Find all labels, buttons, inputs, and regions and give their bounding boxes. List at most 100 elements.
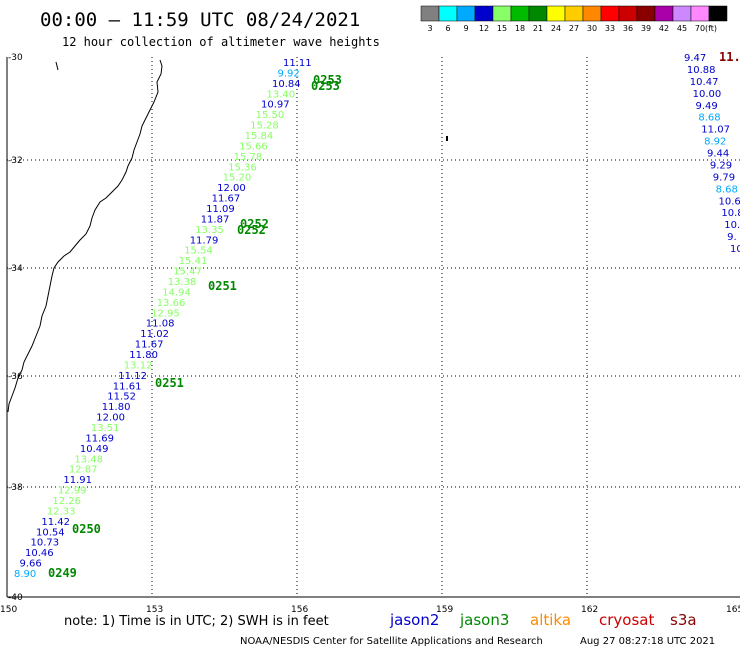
swh-value-label: 12.00 (96, 413, 125, 424)
lat-tick-label: -34 (8, 264, 23, 274)
swh-value-label: 11.80 (102, 402, 131, 413)
legend-swatch (420, 5, 440, 22)
swh-value-label: 8.68 (698, 113, 720, 124)
swh-value-label: 10. (724, 220, 740, 231)
legend-swatch (672, 5, 692, 22)
footer-credit: NOAA/NESDIS Center for Satellite Applica… (240, 636, 543, 647)
pass-time-label: 0249 (48, 566, 77, 580)
swh-value-label: 10.88 (687, 65, 716, 76)
lon-tick-label: 150 (0, 605, 17, 615)
swh-value-label: 13.40 (267, 89, 296, 100)
swh-value-label: 12.26 (52, 496, 81, 507)
footer-timestamp: Aug 27 08:27:18 UTC 2021 (580, 636, 715, 647)
legend-swatch (438, 5, 458, 22)
legend-swatch (528, 5, 548, 22)
swh-value-label: 10.97 (261, 100, 290, 111)
lat-tick-label: -32 (8, 156, 23, 166)
legend-swatch (654, 5, 674, 22)
lon-tick-label: 153 (146, 605, 163, 615)
legend-swatch-label: 30 (587, 24, 597, 33)
swh-value-label: 10.84 (272, 79, 301, 90)
swh-value-label: 13.38 (168, 277, 197, 288)
swh-value-label: 11.02 (140, 329, 169, 340)
legend-swatch (708, 5, 728, 22)
swh-value-label: 12.95 (151, 308, 180, 319)
swh-value-label: 15.20 (223, 173, 252, 184)
legend-swatch-label: 42 (659, 24, 669, 33)
legend-swatch (636, 5, 656, 22)
swh-value-label: 11.69 (85, 433, 114, 444)
legend-swatch-label: 3 (427, 24, 432, 33)
legend-swatch-label: 21 (533, 24, 543, 33)
legend-swatch (600, 5, 620, 22)
swh-value-label: 10.00 (693, 89, 722, 100)
swh-value-label: 11.61 (113, 381, 142, 392)
swh-value-label: 10.47 (690, 77, 719, 88)
coastline (7, 59, 163, 413)
swh-value-label: 15.28 (250, 121, 279, 132)
swh-value-label: 9.92 (278, 68, 300, 79)
map-title: 00:00 – 11:59 UTC 08/24/2021 (40, 9, 360, 31)
pass-time-label: 0253 (311, 79, 340, 93)
swh-value-label: 11.42 (41, 517, 70, 528)
pass-time-label: 0251 (155, 376, 184, 390)
lon-tick-label: 165 (726, 605, 740, 615)
swh-value-label: 11.67 (135, 340, 164, 351)
swh-value-label: 10.49 (80, 444, 109, 455)
swh-value-label: 12.00 (217, 183, 246, 194)
legend-swatch-label: 15 (497, 24, 507, 33)
swh-value-label: 11.07 (701, 125, 730, 136)
lon-tick-label: 159 (436, 605, 453, 615)
legend-swatch (690, 5, 710, 22)
swh-value-label: 8.68 (716, 184, 738, 195)
lat-tick-label: -38 (8, 483, 23, 493)
swh-value-label: 13.51 (91, 423, 120, 434)
swh-value-label: 9.49 (696, 101, 718, 112)
lon-tick-label: 156 (291, 605, 308, 615)
swh-value-label: 10.54 (36, 527, 65, 538)
swh-value-label: 9.66 (20, 559, 42, 570)
swh-value-label: 12.33 (47, 506, 76, 517)
swh-value-label: 9.29 (710, 160, 732, 171)
swh-value-label: 12.99 (58, 486, 87, 497)
swh-value-label: 15.54 (184, 246, 213, 257)
footer-note: note: 1) Time is in UTC; 2) SWH is in fe… (64, 614, 329, 629)
swh-value-label: 14.94 (162, 287, 191, 298)
swh-value-label: 10.46 (25, 548, 54, 559)
lon-tick-label: 162 (581, 605, 598, 615)
swh-value-label: 10.8 (721, 208, 740, 219)
swh-value-label: 11.09 (206, 204, 235, 215)
legend-swatch-label: 12 (479, 24, 489, 33)
pass-time-label: 11.2 (719, 50, 740, 64)
swh-value-label: 13.48 (74, 454, 103, 465)
swh-value-label: 15.36 (228, 162, 257, 173)
legend-swatch (546, 5, 566, 22)
swh-value-label: 11.52 (107, 392, 136, 403)
legend-swatch (582, 5, 602, 22)
swh-value-label: 15.41 (179, 256, 208, 267)
map-subtitle: 12 hour collection of altimeter wave hei… (62, 35, 380, 49)
swh-value-label: 10.73 (31, 538, 60, 549)
swh-value-label: 9.47 (684, 53, 706, 64)
swh-value-label: 9.44 (707, 149, 729, 160)
pass-time-label: 0252 (237, 223, 266, 237)
legend-swatch (618, 5, 638, 22)
legend-swatch-label: 70 (695, 24, 705, 33)
island-speck (446, 136, 448, 141)
main-track: 11.119.9210.8413.4010.9715.5015.2815.841… (14, 58, 312, 580)
legend-swatch-label: 24 (551, 24, 561, 33)
swh-value-label: 11.08 (146, 319, 175, 330)
wave-height-legend: 3 6 9 12 15 18 21 24 27 30 33 36 39 42 45 70 (420, 5, 728, 33)
satellite-legend-item: jason2 (389, 611, 439, 629)
pass-time-label: 0253 (313, 73, 342, 87)
swh-value-label: 15.84 (245, 131, 274, 142)
satellite-legend-item: altika (530, 611, 571, 629)
satellite-legend-item: cryosat (599, 611, 654, 629)
swh-value-label: 11.91 (63, 475, 92, 486)
swh-value-label: 10.6 (719, 196, 740, 207)
swh-value-label: 8.90 (14, 569, 36, 580)
legend-swatch (564, 5, 584, 22)
legend-swatch-label: 39 (641, 24, 651, 33)
swh-value-label: 10 (730, 244, 740, 255)
